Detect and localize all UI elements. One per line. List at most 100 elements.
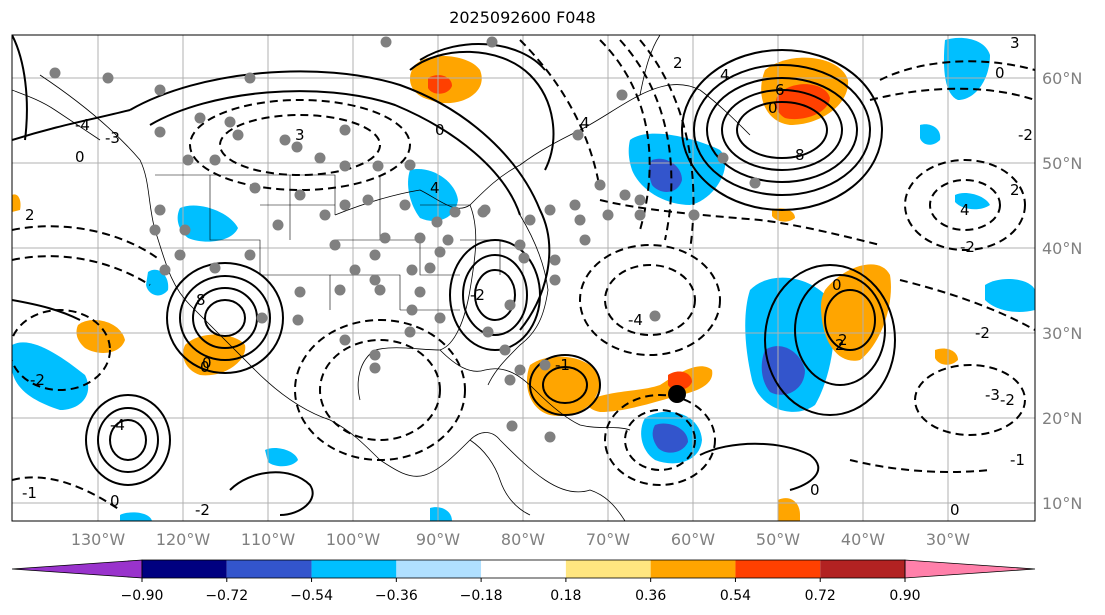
contour-label: -2 — [975, 324, 990, 342]
contour-line — [12, 309, 111, 391]
contour-line — [619, 39, 673, 241]
contour-line — [599, 199, 881, 246]
contour-line — [12, 225, 161, 261]
strong-positive-anomaly — [668, 371, 692, 390]
contour-label: -3 — [105, 129, 120, 147]
contour-line — [12, 255, 151, 286]
strong-positive-anomaly — [428, 75, 452, 94]
contour-line — [12, 109, 131, 141]
contour-line — [693, 64, 871, 196]
lon-label: 50°W — [756, 530, 800, 549]
colorbar-tick-label: 0.18 — [550, 588, 581, 604]
contour-label: -4 — [75, 116, 90, 134]
colorbar-segment — [820, 560, 905, 578]
contour-line — [12, 299, 81, 321]
contour-line — [929, 179, 1001, 231]
contour-label: 4 — [580, 114, 590, 132]
positive-anomaly — [935, 348, 958, 365]
contour-label: 0 — [995, 64, 1005, 82]
contour-label: 0 — [75, 148, 85, 166]
contour-line — [721, 89, 843, 171]
contour-line — [294, 319, 466, 461]
contour-label: 0 — [810, 481, 820, 499]
contour-line — [219, 114, 381, 176]
contour-line — [529, 354, 601, 416]
lon-label: 110°W — [241, 530, 296, 549]
map-content: 2 0 4 -2 0 4 3 -4 4 2 8 -3 0 6 8 -1 0 0 … — [12, 34, 1035, 521]
contour-label: 3 — [295, 126, 305, 144]
contour-line — [904, 159, 1026, 251]
strong-negative-anomaly — [761, 346, 805, 395]
lat-label: 40°N — [1042, 239, 1082, 258]
contour-line — [474, 269, 516, 321]
contour-line — [794, 274, 886, 386]
shading-layer — [12, 37, 1035, 521]
colorbar-ticks: −0.90 −0.72 −0.54 −0.36 −0.18 0.18 0.36 0.54 0.7… — [121, 578, 921, 604]
contour-label: 4 — [430, 179, 440, 197]
contour-line — [699, 442, 820, 491]
negative-anomaly — [408, 169, 458, 221]
contour-line — [149, 90, 521, 216]
colorbar-segment — [142, 560, 227, 578]
contour-label: 4 — [720, 66, 730, 84]
colorbar-segment — [650, 560, 736, 578]
contour-label: -4 — [110, 416, 125, 434]
contour-label: 8 — [196, 291, 206, 309]
contour-line — [849, 459, 991, 473]
positive-anomaly — [821, 264, 891, 361]
contour-label: 4 — [960, 201, 970, 219]
contour-label: -2 — [195, 501, 210, 519]
lon-label: 70°W — [586, 530, 630, 549]
contour-line — [824, 289, 876, 351]
negative-anomaly — [146, 269, 169, 296]
lon-label: 130°W — [71, 530, 126, 549]
colorbar-segments — [11, 559, 1036, 579]
contour-line — [706, 77, 858, 183]
strong-positive-anomaly — [775, 84, 830, 120]
contour-label: 2 — [835, 336, 845, 354]
lat-label: 50°N — [1042, 154, 1082, 173]
strong-negative-anomaly — [652, 423, 688, 453]
observation-dots — [49, 36, 761, 443]
colorbar-tick-label: −0.90 — [121, 588, 164, 604]
contour-line — [319, 339, 441, 441]
positive-anomaly — [526, 356, 600, 416]
positive-anomaly — [76, 320, 125, 353]
contour-label: -2 — [30, 371, 45, 389]
negative-anomaly — [12, 342, 89, 410]
strong-negative-anomaly — [649, 158, 682, 192]
contour-line — [462, 254, 528, 336]
contour-line — [409, 50, 555, 171]
contour-label: 3 — [1010, 34, 1020, 52]
contours-negative — [12, 39, 1035, 511]
contour-label: 0 — [435, 121, 445, 139]
negative-anomaly — [430, 507, 452, 521]
lon-label: 40°W — [841, 530, 885, 549]
contour-label: -3 — [985, 386, 1000, 404]
contour-label: 0 — [832, 276, 842, 294]
contour-line — [12, 35, 28, 141]
lat-label: 30°N — [1042, 324, 1082, 343]
colorbar-tick-label: −0.54 — [290, 588, 333, 604]
contour-label: -2 — [1000, 391, 1015, 409]
map-frame — [11, 34, 1036, 522]
contour-line — [12, 476, 121, 511]
contour-label: 0 — [200, 358, 210, 376]
contour-line — [914, 364, 1026, 436]
lon-label: 80°W — [501, 530, 545, 549]
colorbar-extend-max — [904, 559, 1036, 579]
negative-anomaly — [177, 205, 238, 242]
longitude-labels: 130°W 120°W 110°W 100°W 90°W 80°W 70°W 6… — [71, 530, 970, 549]
contour-line — [129, 70, 551, 331]
colorbar-tick-label: 0.90 — [889, 588, 920, 604]
contour-line — [639, 39, 695, 251]
lat-label: 10°N — [1042, 494, 1082, 513]
contour-label: 0 — [202, 354, 212, 372]
colorbar-tick-label: 0.54 — [720, 588, 751, 604]
negative-anomaly — [120, 512, 152, 521]
contour-line — [97, 407, 159, 473]
lon-label: 90°W — [416, 530, 460, 549]
colorbar-extend-min — [11, 559, 143, 579]
positive-anomaly — [12, 194, 21, 212]
contour-label: 2 — [25, 206, 35, 224]
